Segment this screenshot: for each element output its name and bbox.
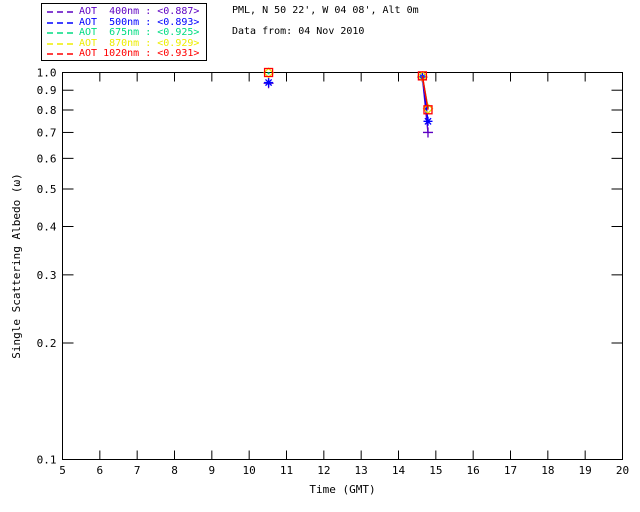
svg-text:0.8: 0.8 [37, 104, 57, 117]
svg-text:11: 11 [280, 464, 293, 477]
legend-dash-swatch [47, 11, 74, 14]
svg-text:0.5: 0.5 [37, 183, 57, 196]
svg-text:9: 9 [209, 464, 216, 477]
svg-text:18: 18 [541, 464, 554, 477]
legend-dash-swatch [47, 21, 74, 24]
site-location-text: PML, N 50 22', W 04 08', Alt 0m [232, 5, 419, 16]
svg-text:10: 10 [243, 464, 256, 477]
svg-text:19: 19 [579, 464, 592, 477]
svg-text:13: 13 [355, 464, 368, 477]
x-axis-tick-labels: 5 6 7 8 9 10 11 12 13 14 15 16 17 18 19 20 [59, 464, 629, 477]
asterisk-marker [423, 116, 433, 126]
square-marker [263, 67, 274, 78]
svg-text:6: 6 [97, 464, 104, 477]
y-axis-tick-labels: 1.0 0.9 0.8 0.7 0.6 0.5 0.4 0.3 0.2 0.1 [37, 67, 57, 467]
y-axis-ticks [62, 72, 623, 460]
legend-entry: AOT 400nm : <0.887> [47, 7, 206, 18]
svg-text:20: 20 [616, 464, 629, 477]
svg-text:0.1: 0.1 [37, 454, 57, 467]
legend-dash-swatch [47, 32, 74, 35]
legend-entry-label: AOT 675nm : <0.925> [79, 27, 200, 39]
x-axis-label: Time (GMT) [309, 483, 375, 496]
svg-text:0.7: 0.7 [37, 126, 57, 139]
diamond-marker [416, 70, 428, 82]
svg-text:12: 12 [317, 464, 330, 477]
dot-marker [267, 72, 270, 75]
svg-text:15: 15 [429, 464, 442, 477]
svg-text:0.2: 0.2 [37, 337, 57, 350]
legend-entry-label: AOT 870nm : <0.929> [79, 37, 200, 49]
square-marker [417, 71, 428, 81]
plus-marker [422, 127, 433, 138]
legend-entry: AOT 1020nm : <0.931> [47, 49, 206, 60]
series-aot-870nm [263, 67, 434, 115]
legend-dash-swatch [47, 42, 74, 45]
svg-text:0.4: 0.4 [37, 221, 57, 234]
diamond-marker [263, 67, 274, 79]
square-marker [423, 105, 433, 115]
series-line [421, 75, 429, 110]
series-legend: AOT 400nm : <0.887> AOT 500nm : <0.893> AO… [41, 3, 207, 61]
legend-entry-label: AOT 1020nm : <0.931> [79, 48, 200, 60]
svg-text:1.0: 1.0 [37, 67, 57, 80]
series-aot-675nm [267, 72, 429, 109]
plot-border [62, 72, 623, 460]
series-aot-400nm [263, 72, 433, 138]
legend-entry-label: AOT 500nm : <0.893> [79, 16, 200, 28]
svg-text:8: 8 [171, 464, 178, 477]
legend-dash-swatch [47, 53, 74, 56]
x-axis-ticks [62, 72, 623, 460]
svg-text:17: 17 [504, 464, 517, 477]
svg-text:7: 7 [134, 464, 141, 477]
data-date-text: Data from: 04 Nov 2010 [232, 26, 365, 37]
svg-text:0.6: 0.6 [37, 152, 57, 165]
legend-entry-label: AOT 400nm : <0.887> [79, 6, 200, 18]
series-aot-500nm [264, 72, 433, 126]
y-axis-label: Single Scattering Albedo (ω) [10, 173, 23, 358]
legend-entry: AOT 870nm : <0.929> [47, 37, 206, 50]
svg-text:0.3: 0.3 [37, 269, 57, 282]
asterisk-marker [264, 78, 274, 88]
svg-text:16: 16 [467, 464, 480, 477]
plot-header: PML, N 50 22', W 04 08', Alt 0m Data fro… [232, 5, 419, 47]
series-aot-1020nm [263, 67, 433, 115]
legend-entry: AOT 675nm : <0.925> [47, 28, 206, 39]
legend-entry: AOT 500nm : <0.893> [47, 16, 206, 29]
svg-text:5: 5 [59, 464, 66, 477]
svg-text:14: 14 [392, 464, 406, 477]
svg-text:0.9: 0.9 [37, 84, 57, 97]
